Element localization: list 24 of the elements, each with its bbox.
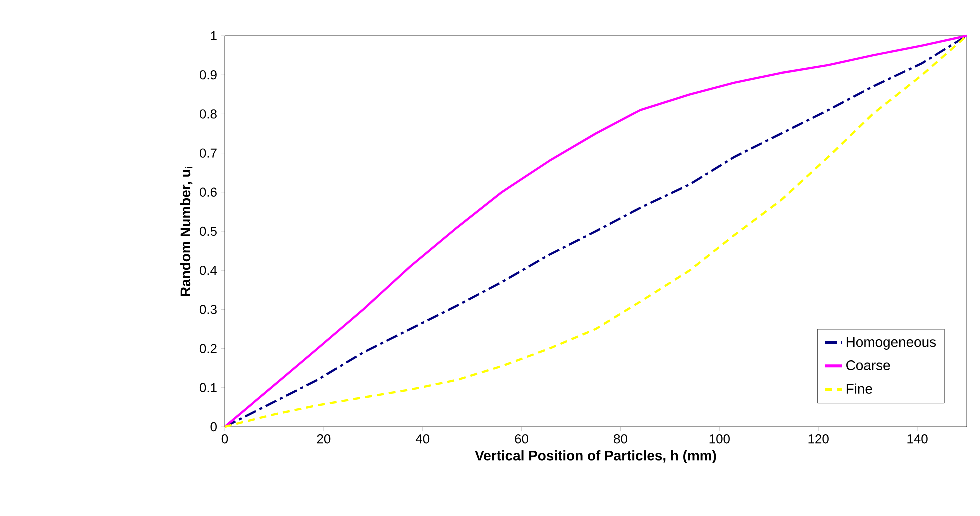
- legend-label: Homogeneous: [846, 337, 936, 350]
- x-axis-title: Vertical Position of Particles, h (mm): [475, 450, 716, 464]
- y-tick-label: 0.6: [200, 188, 217, 197]
- legend-label: Coarse: [846, 360, 890, 370]
- y-tick-label: 0.2: [200, 344, 217, 354]
- x-tick-label: 60: [515, 434, 529, 444]
- y-tick-label: 0: [210, 422, 217, 432]
- y-axis-title: Random Number, u$_{i}$: [180, 167, 193, 296]
- x-tick-label: 100: [710, 434, 730, 444]
- y-tick-label: 0.9: [200, 70, 217, 80]
- x-tick-label: 0: [222, 434, 228, 444]
- y-tick-label: 0.4: [200, 266, 218, 276]
- y-tick-label: 0.3: [200, 305, 217, 314]
- y-tick-label: 0.5: [200, 226, 217, 236]
- x-tick-label: 80: [614, 434, 628, 444]
- x-tick-label: 120: [808, 434, 829, 444]
- y-tick-label: 1: [211, 32, 217, 40]
- x-tick-label: 140: [908, 434, 928, 444]
- y-tick-label: 0.1: [200, 383, 217, 392]
- legend-label: Fine: [846, 384, 872, 394]
- x-tick-label: 40: [416, 434, 430, 444]
- y-tick-label: 0.7: [200, 148, 217, 158]
- x-tick-label: 20: [317, 434, 331, 444]
- y-tick-label: 0.8: [200, 110, 217, 119]
